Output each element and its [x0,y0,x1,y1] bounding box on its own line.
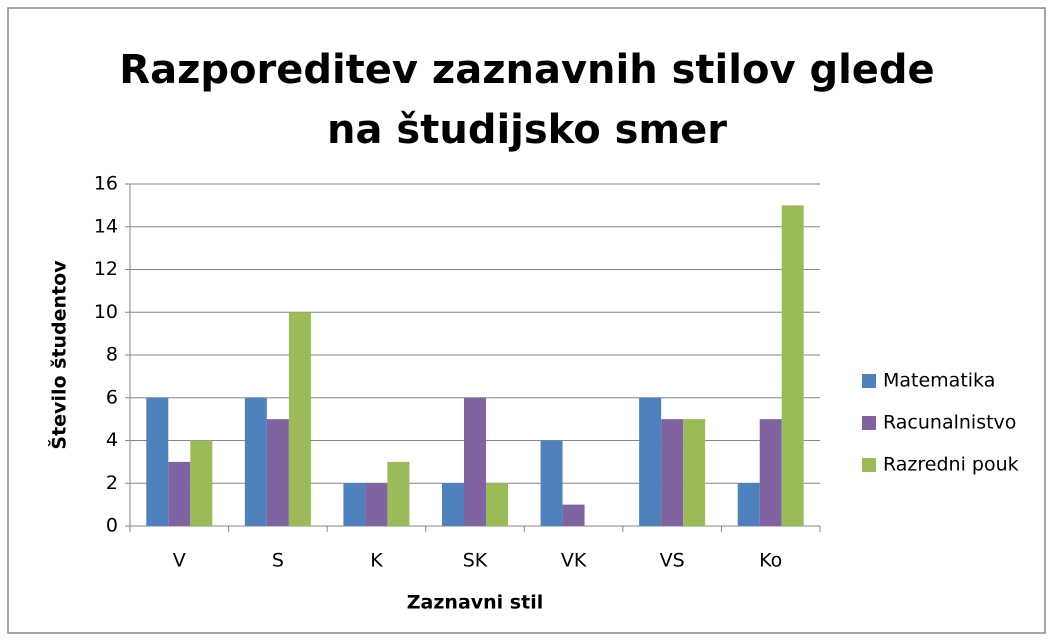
y-tick-label: 14 [94,215,118,237]
bar [661,419,684,526]
bar [190,440,213,526]
bar [540,440,563,526]
x-tick-label: K [370,550,383,572]
bar [737,483,760,526]
bar [244,397,267,526]
legend-swatch [862,458,876,472]
bar [343,483,366,526]
x-tick-label: VK [561,550,587,572]
y-axis-title: Število študentov [47,260,71,450]
x-axis-title: Zaznavni stil [407,592,543,614]
chart-title: Razporeditev zaznavnih stilov glede na š… [119,47,935,153]
bar [168,461,191,526]
bar [387,461,410,526]
x-tick-label: SK [463,550,488,572]
y-tick-label: 2 [106,472,118,494]
bar [288,312,311,526]
y-tick-label: 10 [94,301,118,323]
bar [442,483,464,526]
bar [486,483,508,526]
y-tick-label: 6 [106,386,118,408]
bar [562,504,585,526]
bar [759,419,782,526]
legend-swatch [862,416,876,430]
bar [365,483,388,526]
legend-label: Razredni pouk [883,454,1019,476]
y-tick-label: 0 [106,515,118,537]
legend-swatch [862,374,876,388]
x-tick-label: S [272,550,284,572]
bar [639,397,662,526]
legend-label: Racunalnistvo [883,412,1016,434]
y-tick-label: 16 [94,173,118,195]
x-tick-label: V [173,550,186,572]
y-tick-label: 4 [106,429,118,451]
x-tick-label: Ko [759,550,782,572]
bar [146,397,169,526]
x-tick-label: VS [660,550,685,572]
bar [464,397,486,526]
bar [683,419,706,526]
y-tick-label: 12 [94,258,118,280]
y-tick-label: 8 [106,344,118,366]
chart-frame [7,7,1046,634]
bar [781,205,804,526]
legend-label: Matematika [883,370,995,392]
bar [266,419,289,526]
